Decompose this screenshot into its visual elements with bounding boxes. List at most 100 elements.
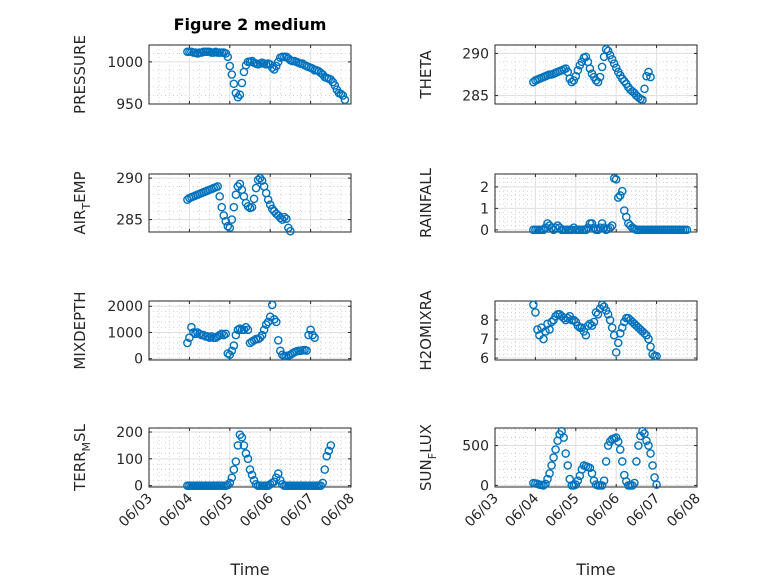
data-point	[613, 193, 623, 202]
data-point	[185, 333, 194, 343]
data-point	[611, 175, 621, 184]
data-point	[539, 481, 548, 490]
data-point	[249, 194, 259, 204]
data-point	[597, 62, 607, 72]
x-tick-label: 06/06	[583, 490, 623, 530]
data-point	[581, 225, 591, 235]
data-point	[599, 223, 609, 233]
y-axis-label: PRESSURE	[71, 35, 89, 114]
axes-box	[148, 427, 352, 488]
data-point	[646, 342, 655, 351]
data-point	[644, 441, 653, 450]
data-point	[336, 89, 346, 99]
x-tick-label: 06/04	[502, 490, 542, 530]
data-point	[601, 457, 611, 466]
data-point	[543, 319, 552, 329]
data-point	[638, 95, 647, 105]
data-point	[187, 322, 196, 332]
y-tick-label: 285	[462, 89, 489, 105]
data-point	[597, 300, 607, 310]
data-point	[644, 334, 653, 344]
data-point	[253, 175, 263, 185]
data-point	[529, 300, 538, 310]
data-point	[541, 479, 550, 489]
data-point	[605, 50, 615, 60]
y-axis-label: THETA	[417, 50, 435, 100]
x-tick-label: 06/08	[664, 491, 704, 531]
data-point	[541, 327, 550, 336]
data-point	[551, 311, 560, 321]
data-point	[241, 449, 251, 458]
data-point	[225, 223, 235, 233]
data-point	[593, 77, 603, 87]
data-point	[330, 81, 340, 90]
data-point	[617, 323, 627, 332]
data-point	[203, 332, 212, 341]
data-point	[247, 470, 257, 480]
data-point	[318, 478, 328, 488]
data-point	[585, 463, 595, 473]
data-point	[640, 329, 649, 338]
data-point	[567, 77, 577, 87]
data-point	[189, 328, 198, 337]
y-tick-label: 6	[480, 351, 489, 367]
data-point	[269, 477, 279, 486]
data-point	[559, 433, 568, 442]
data-point	[243, 454, 253, 464]
data-point	[569, 76, 579, 85]
data-point	[221, 216, 231, 226]
y-axis-label: H2OMIXRA	[417, 290, 435, 371]
data-point	[267, 478, 277, 488]
data-point	[599, 476, 609, 485]
data-point	[247, 202, 257, 212]
data-point	[227, 215, 237, 224]
data-point	[221, 329, 231, 339]
data-point	[257, 176, 267, 185]
data-point	[642, 436, 651, 446]
y-tick-label: 285	[116, 213, 143, 229]
x-tick-label: 06/03	[116, 491, 156, 531]
data-point	[585, 64, 595, 73]
data-point	[599, 52, 609, 62]
data-point	[628, 481, 637, 490]
data-point	[605, 223, 615, 233]
data-point	[619, 76, 629, 86]
data-point	[217, 329, 227, 339]
data-point	[282, 214, 291, 224]
data-point	[273, 336, 283, 345]
data-point	[597, 481, 607, 490]
data-point	[338, 91, 348, 100]
data-point	[267, 63, 277, 73]
data-point	[561, 449, 571, 458]
subplot-terr-msl: 0 100 200 06/03 06/04 06/05 06/06 06/07 06/08 TER…	[71, 423, 358, 579]
data-point	[640, 84, 649, 94]
y-axis-label: MIXDEPTH	[71, 291, 89, 369]
data-point	[223, 480, 233, 490]
data-point	[573, 476, 583, 485]
data-point	[229, 202, 239, 212]
data-point	[326, 75, 336, 84]
data-point	[531, 308, 540, 317]
data-point	[280, 212, 289, 222]
data-point	[340, 95, 350, 105]
data-point	[310, 333, 319, 343]
data-point	[231, 330, 241, 340]
data-point	[237, 433, 247, 442]
axes-box	[148, 300, 352, 361]
data-point	[573, 321, 583, 331]
data-point	[263, 195, 273, 204]
data-point	[539, 225, 548, 235]
data-point	[617, 186, 627, 196]
y-tick-label: 1000	[107, 325, 143, 341]
y-tick-label: 8	[480, 313, 489, 329]
data-point	[585, 319, 595, 329]
axes-box	[148, 44, 352, 105]
data-point	[613, 338, 623, 348]
data-point	[207, 332, 216, 341]
data-point	[571, 71, 581, 81]
y-tick-label: 100	[116, 452, 143, 468]
data-point	[652, 480, 661, 489]
data-point	[191, 329, 200, 339]
x-tick-label: 06/03	[462, 491, 502, 531]
data-point	[648, 461, 657, 470]
